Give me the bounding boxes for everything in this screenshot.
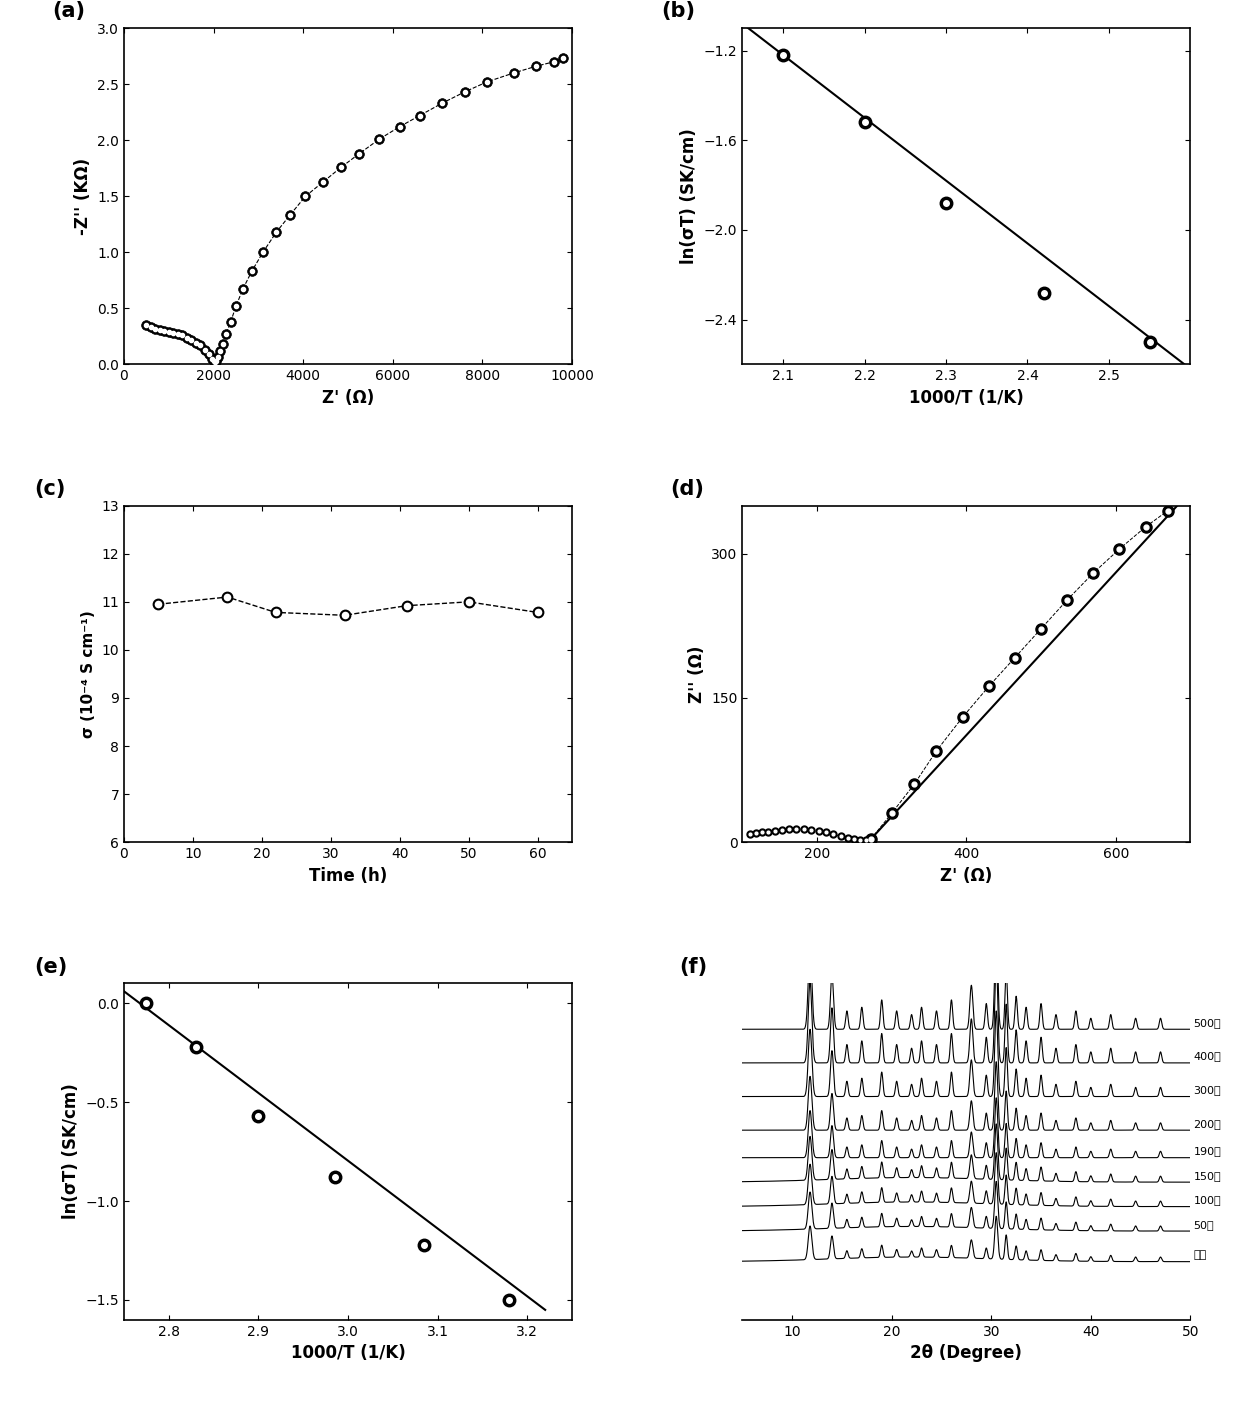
- Text: 100度: 100度: [1193, 1195, 1221, 1205]
- Text: 原料: 原料: [1193, 1250, 1207, 1261]
- Y-axis label: ln(σT) (SK/cm): ln(σT) (SK/cm): [681, 128, 698, 264]
- Y-axis label: ln(σT) (SK/cm): ln(σT) (SK/cm): [62, 1084, 79, 1220]
- Text: 500度: 500度: [1193, 1018, 1221, 1028]
- X-axis label: 1000/T (1/K): 1000/T (1/K): [909, 389, 1024, 407]
- X-axis label: Z' (Ω): Z' (Ω): [322, 389, 374, 407]
- Text: 200度: 200度: [1193, 1119, 1221, 1129]
- Text: 300度: 300度: [1193, 1085, 1221, 1095]
- Text: 400度: 400度: [1193, 1052, 1221, 1061]
- X-axis label: Time (h): Time (h): [309, 866, 387, 885]
- Text: 150度: 150度: [1193, 1171, 1221, 1181]
- Y-axis label: -Z'' (KΩ): -Z'' (KΩ): [73, 157, 92, 234]
- Text: (e): (e): [35, 956, 68, 977]
- Y-axis label: σ (10⁻⁴ S cm⁻¹): σ (10⁻⁴ S cm⁻¹): [81, 611, 95, 737]
- Text: (c): (c): [35, 479, 66, 498]
- Text: (d): (d): [671, 479, 704, 498]
- X-axis label: 1000/T (1/K): 1000/T (1/K): [290, 1344, 405, 1362]
- Text: (f): (f): [680, 956, 708, 977]
- Text: 50度: 50度: [1193, 1220, 1214, 1230]
- Text: 190度: 190度: [1193, 1146, 1221, 1155]
- Y-axis label: Z'' (Ω): Z'' (Ω): [687, 646, 706, 702]
- Text: (b): (b): [662, 1, 696, 21]
- X-axis label: Z' (Ω): Z' (Ω): [940, 866, 992, 885]
- Text: (a): (a): [52, 1, 86, 21]
- X-axis label: 2θ (Degree): 2θ (Degree): [910, 1344, 1022, 1362]
